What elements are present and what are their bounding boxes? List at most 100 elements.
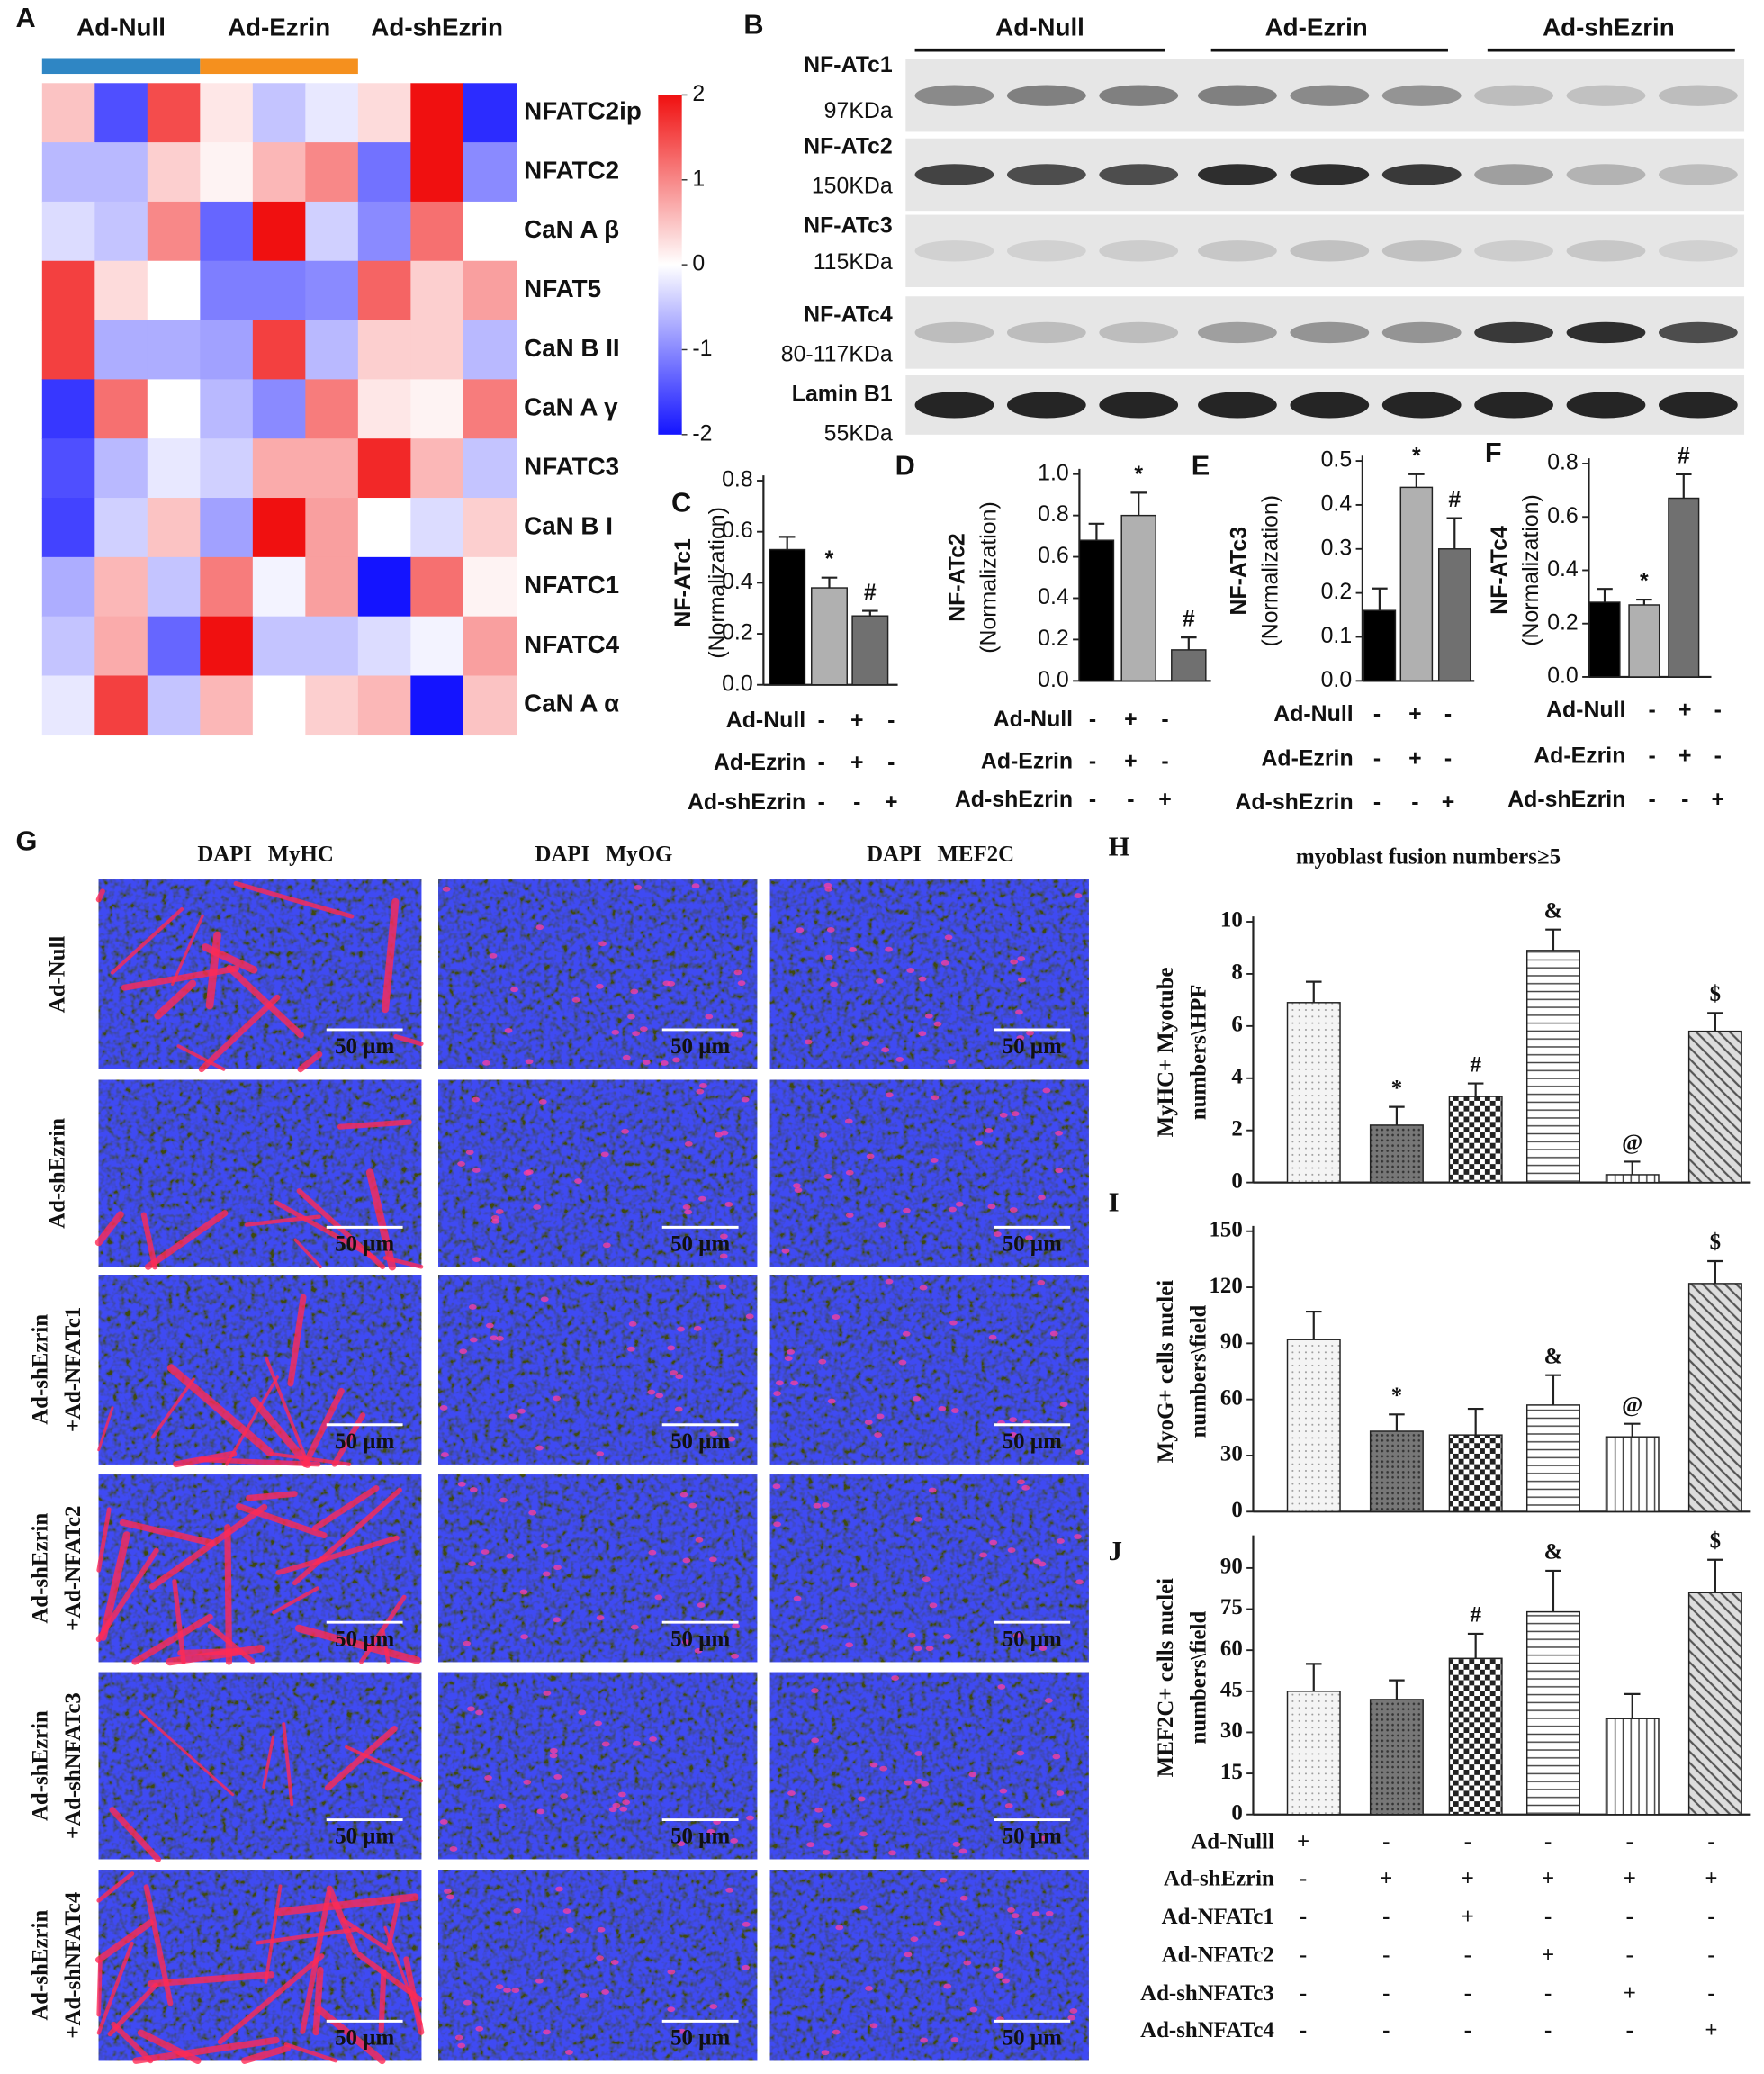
stained-nucleus (444, 1889, 452, 1894)
condition-name: Ad-shNFATc3 (1140, 1981, 1274, 2006)
stained-nucleus (667, 2006, 676, 2013)
stained-nucleus (482, 1060, 490, 1066)
stained-nucleus (612, 1802, 621, 1808)
stained-nucleus (705, 1014, 714, 1020)
heatmap-cell (357, 320, 412, 381)
error-bar (1545, 1569, 1562, 1612)
stained-nucleus (697, 1602, 706, 1608)
blot-group-label: Ad-Null (995, 14, 1084, 41)
heatmap-cell (463, 616, 518, 677)
stained-nucleus (648, 1549, 657, 1556)
y-axis-label: MyHC+ Myotube (1154, 967, 1178, 1137)
stained-nucleus (950, 1408, 959, 1413)
stained-nucleus (457, 2042, 466, 2049)
panel-label: A (16, 2, 36, 33)
stained-nucleus (793, 1595, 802, 1601)
myotube (246, 1491, 298, 1501)
stained-nucleus (667, 1969, 676, 1975)
stained-nucleus (963, 1960, 972, 1966)
heatmap-cell (305, 201, 359, 262)
stained-nucleus (943, 1634, 951, 1639)
error-bar (1408, 473, 1425, 488)
blot-band (1658, 85, 1738, 106)
stained-nucleus (869, 2023, 878, 2029)
protein-name: Lamin B1 (792, 382, 893, 407)
myotube (166, 1364, 274, 1456)
bar (851, 615, 889, 686)
blot-band (1658, 240, 1738, 262)
stained-nucleus (957, 1931, 966, 1936)
annotation: * (1134, 462, 1143, 487)
bar (1171, 649, 1207, 682)
stained-nucleus (580, 1993, 588, 1998)
heatmap-cell (357, 142, 412, 203)
scale-bar-label: 50 µm (670, 2026, 730, 2051)
stained-nucleus (696, 1088, 705, 1095)
myotube (345, 1745, 423, 1783)
y-tick-label: 2 (1231, 1116, 1242, 1141)
condition-sign: - (1464, 2018, 1472, 2042)
condition-sign: - (1714, 744, 1722, 769)
stained-nucleus (820, 1624, 829, 1630)
y-tick-label: 6 (1231, 1013, 1242, 1037)
condition-sign: + (1124, 707, 1138, 732)
stained-nucleus (987, 1204, 996, 1210)
stain-label: DAPI (197, 843, 252, 867)
stained-nucleus (824, 1174, 832, 1179)
scale-bar-label: 50 µm (335, 1429, 394, 1454)
heatmap-cell (410, 379, 464, 439)
stained-nucleus (888, 1850, 896, 1856)
myotube (207, 1623, 256, 1664)
stained-nucleus (1007, 1547, 1016, 1553)
blot-band (1382, 392, 1462, 419)
blot-band (1198, 164, 1277, 185)
heatmap-cell (410, 201, 464, 262)
condition-sign: - (1382, 1830, 1390, 1854)
blot-band (1658, 321, 1738, 344)
stained-nucleus (775, 1380, 784, 1386)
stained-nucleus (794, 1187, 803, 1193)
blot-band (1474, 392, 1553, 419)
stained-nucleus (688, 1502, 698, 1509)
error-bar (1597, 588, 1613, 603)
stained-nucleus (878, 1222, 886, 1228)
condition-sign: + (1158, 787, 1172, 812)
heatmap-cell (147, 498, 202, 558)
nuclei-texture (770, 1275, 1089, 1465)
nuclei-texture (438, 1474, 758, 1663)
stained-nucleus (622, 1054, 631, 1060)
myotube (233, 880, 355, 919)
stained-nucleus (1055, 1168, 1064, 1174)
group-label: Ad-Ezrin (228, 14, 330, 41)
heatmap-cell (410, 320, 464, 381)
scale-bar-label: 50 µm (1003, 1429, 1062, 1454)
condition-sign: - (1127, 787, 1134, 812)
bar (1120, 514, 1156, 682)
error-bar (1088, 522, 1105, 541)
bar (1605, 1718, 1660, 1816)
stained-nucleus (924, 1013, 933, 1019)
stained-nucleus (885, 1278, 894, 1285)
annotation: * (825, 546, 834, 572)
error-bar (1545, 1374, 1562, 1405)
myotube (111, 2021, 154, 2064)
stained-nucleus (503, 1987, 511, 1993)
stained-nucleus (630, 1624, 639, 1630)
stained-nucleus (598, 941, 607, 947)
bar (1363, 609, 1397, 682)
stained-nucleus (821, 2050, 830, 2056)
blot-band (1198, 321, 1277, 344)
myotube (150, 1377, 195, 1439)
stained-nucleus (904, 1952, 913, 1958)
heatmap-cell (357, 201, 412, 262)
blot-strip (905, 214, 1745, 287)
heatmap-cell (410, 675, 464, 736)
myotube (311, 1485, 380, 1531)
stained-nucleus (732, 1623, 740, 1629)
stained-nucleus (919, 1285, 928, 1291)
heatmap-cell (463, 201, 518, 262)
stained-nucleus (467, 1706, 475, 1712)
error-bar (1467, 1632, 1484, 1659)
stained-nucleus (485, 1322, 494, 1329)
y-tick-label: 90 (1220, 1555, 1243, 1579)
